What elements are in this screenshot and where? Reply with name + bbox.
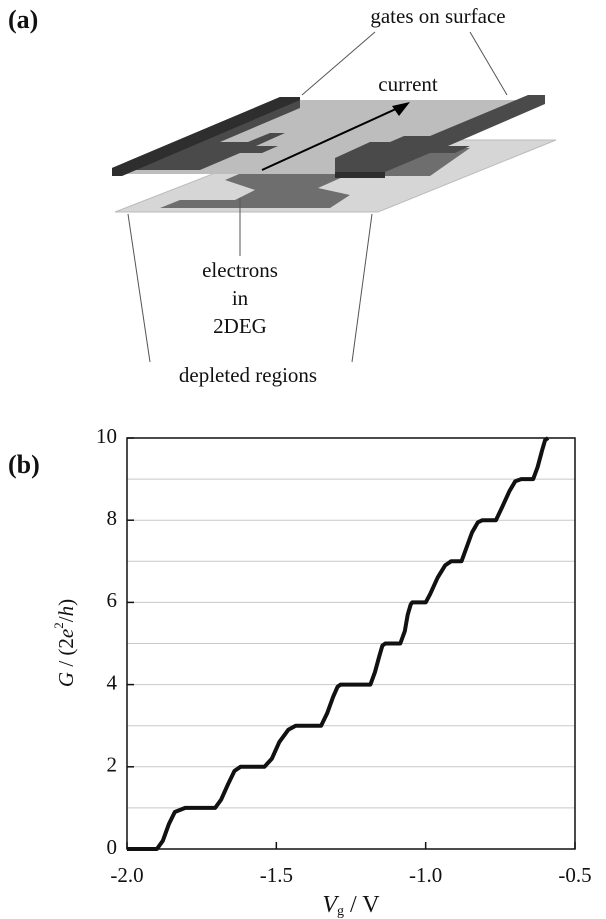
y-label-part: G xyxy=(54,672,78,687)
electrons-label: electrons xyxy=(202,258,278,282)
y-label-part: ) xyxy=(54,599,78,606)
x-label-part: / V xyxy=(344,892,380,918)
y-tick-label: 0 xyxy=(107,835,118,859)
conductance-curve xyxy=(127,436,550,851)
y-tick-label: 2 xyxy=(107,753,118,777)
x-axis-label: Vg / V xyxy=(322,892,380,919)
left-gate-side xyxy=(112,97,300,176)
y-label-part: / (2 xyxy=(54,638,78,672)
y-label-part: e xyxy=(54,629,78,638)
panel-label: (b) xyxy=(8,450,40,479)
y-label-part: / xyxy=(54,616,78,622)
pointer xyxy=(351,213,373,363)
x-tick-label: -1.5 xyxy=(260,863,293,887)
pointer xyxy=(127,213,151,363)
plot-frame xyxy=(126,437,576,850)
electrons-label: in xyxy=(232,286,249,310)
pointer xyxy=(469,31,508,96)
y-tick-label: 8 xyxy=(107,506,118,530)
depleted-label: depleted regions xyxy=(179,363,317,387)
y-label-part: 2 xyxy=(51,622,66,629)
y-label-part: h xyxy=(54,606,78,617)
x-tick-label: -2.0 xyxy=(110,863,143,887)
y-tick-label: 6 xyxy=(107,588,118,612)
arrow-head xyxy=(392,102,410,116)
device-diagram xyxy=(112,31,557,363)
x-tick-label: -0.5 xyxy=(558,863,591,887)
current-arrow xyxy=(261,107,399,171)
y-axis-label: G / (2e2/h) xyxy=(51,599,78,687)
electrons-label: 2DEG xyxy=(213,314,267,338)
x-label-part: V xyxy=(322,892,339,918)
x-label-part: g xyxy=(337,904,344,919)
right-gate-side xyxy=(335,172,385,178)
x-tick-label: -1.0 xyxy=(409,863,442,887)
gates-label: gates on surface xyxy=(370,4,505,28)
y-tick-label: 4 xyxy=(107,670,118,694)
right-gate xyxy=(335,95,545,172)
pointer xyxy=(301,31,376,96)
current-label: current xyxy=(378,72,438,96)
panel-label: (a) xyxy=(8,5,38,34)
y-tick-label: 10 xyxy=(96,424,117,448)
